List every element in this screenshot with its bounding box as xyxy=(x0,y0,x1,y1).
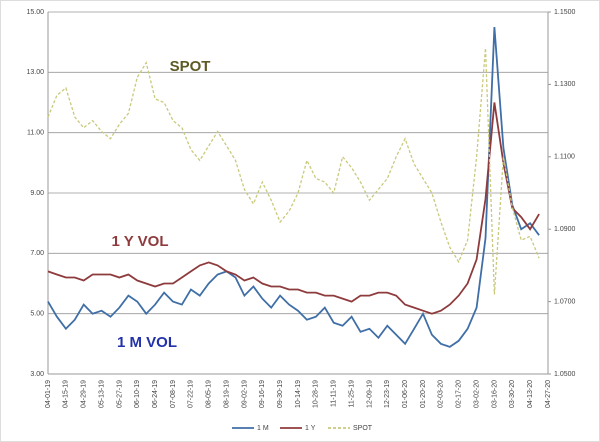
y2-tick-label: 1.1100 xyxy=(554,154,575,161)
x-tick-label: 01-06-20 xyxy=(402,380,409,408)
y2-tick-label: 1.0700 xyxy=(554,298,576,305)
x-tick-label: 08-05-19 xyxy=(206,380,213,408)
x-tick-label: 04-29-19 xyxy=(81,380,88,408)
series-line xyxy=(47,27,540,348)
x-tick-label: 07-08-19 xyxy=(170,380,177,408)
annotation: 1 Y VOL xyxy=(112,233,169,250)
y2-tick-label: 1.0500 xyxy=(554,371,576,378)
y-tick-label: 11.00 xyxy=(27,130,44,137)
x-tick-label: 04-15-19 xyxy=(63,380,70,408)
y2-tick-label: 1.1500 xyxy=(554,9,576,16)
annotation: 1 M VOL xyxy=(117,334,177,351)
y-tick-label: 5.00 xyxy=(30,311,44,318)
x-tick-label: 05-13-19 xyxy=(98,380,105,408)
x-tick-label: 09-02-19 xyxy=(241,380,248,408)
x-tick-label: 11-11-19 xyxy=(331,380,338,407)
x-tick-label: 04-27-20 xyxy=(545,380,552,408)
y-tick-label: 9.00 xyxy=(30,190,44,197)
x-tick-label: 04-13-20 xyxy=(527,380,534,408)
x-tick-label: 06-24-19 xyxy=(152,380,159,408)
x-tick-label: 09-30-19 xyxy=(277,380,284,408)
annotation: SPOT xyxy=(170,58,211,75)
legend-label: SPOT xyxy=(353,425,373,432)
x-tick-label: 07-22-19 xyxy=(188,380,195,408)
x-tick-label: 03-16-20 xyxy=(491,380,498,408)
x-tick-label: 10-28-19 xyxy=(313,380,320,408)
y-tick-label: 3.00 xyxy=(30,371,44,378)
x-tick-label: 02-03-20 xyxy=(438,380,445,408)
x-tick-label: 01-20-20 xyxy=(420,380,427,408)
x-tick-label: 09-16-19 xyxy=(259,380,266,408)
y2-tick-label: 1.0900 xyxy=(554,226,576,233)
series-line xyxy=(47,48,540,295)
y-tick-label: 7.00 xyxy=(30,250,44,257)
x-tick-label: 04-01-19 xyxy=(45,380,52,408)
x-tick-label: 06-10-19 xyxy=(134,380,141,408)
y2-tick-label: 1.1300 xyxy=(554,81,576,88)
x-tick-label: 02-17-20 xyxy=(456,380,463,408)
x-tick-label: 12-09-19 xyxy=(366,380,373,408)
y-tick-label: 15.00 xyxy=(26,9,44,16)
x-tick-label: 11-25-19 xyxy=(348,380,355,408)
x-tick-label: 05-27-19 xyxy=(116,380,123,408)
x-tick-label: 03-02-20 xyxy=(473,380,480,408)
x-tick-label: 10-14-19 xyxy=(295,380,302,408)
x-tick-label: 12-23-19 xyxy=(384,380,391,408)
legend-label: 1 M xyxy=(257,425,269,432)
x-tick-label: 08-19-19 xyxy=(223,380,230,408)
series-line xyxy=(47,102,540,315)
legend-label: 1 Y xyxy=(305,425,316,432)
x-tick-label: 03-30-20 xyxy=(509,380,516,408)
y-tick-label: 13.00 xyxy=(26,69,44,76)
